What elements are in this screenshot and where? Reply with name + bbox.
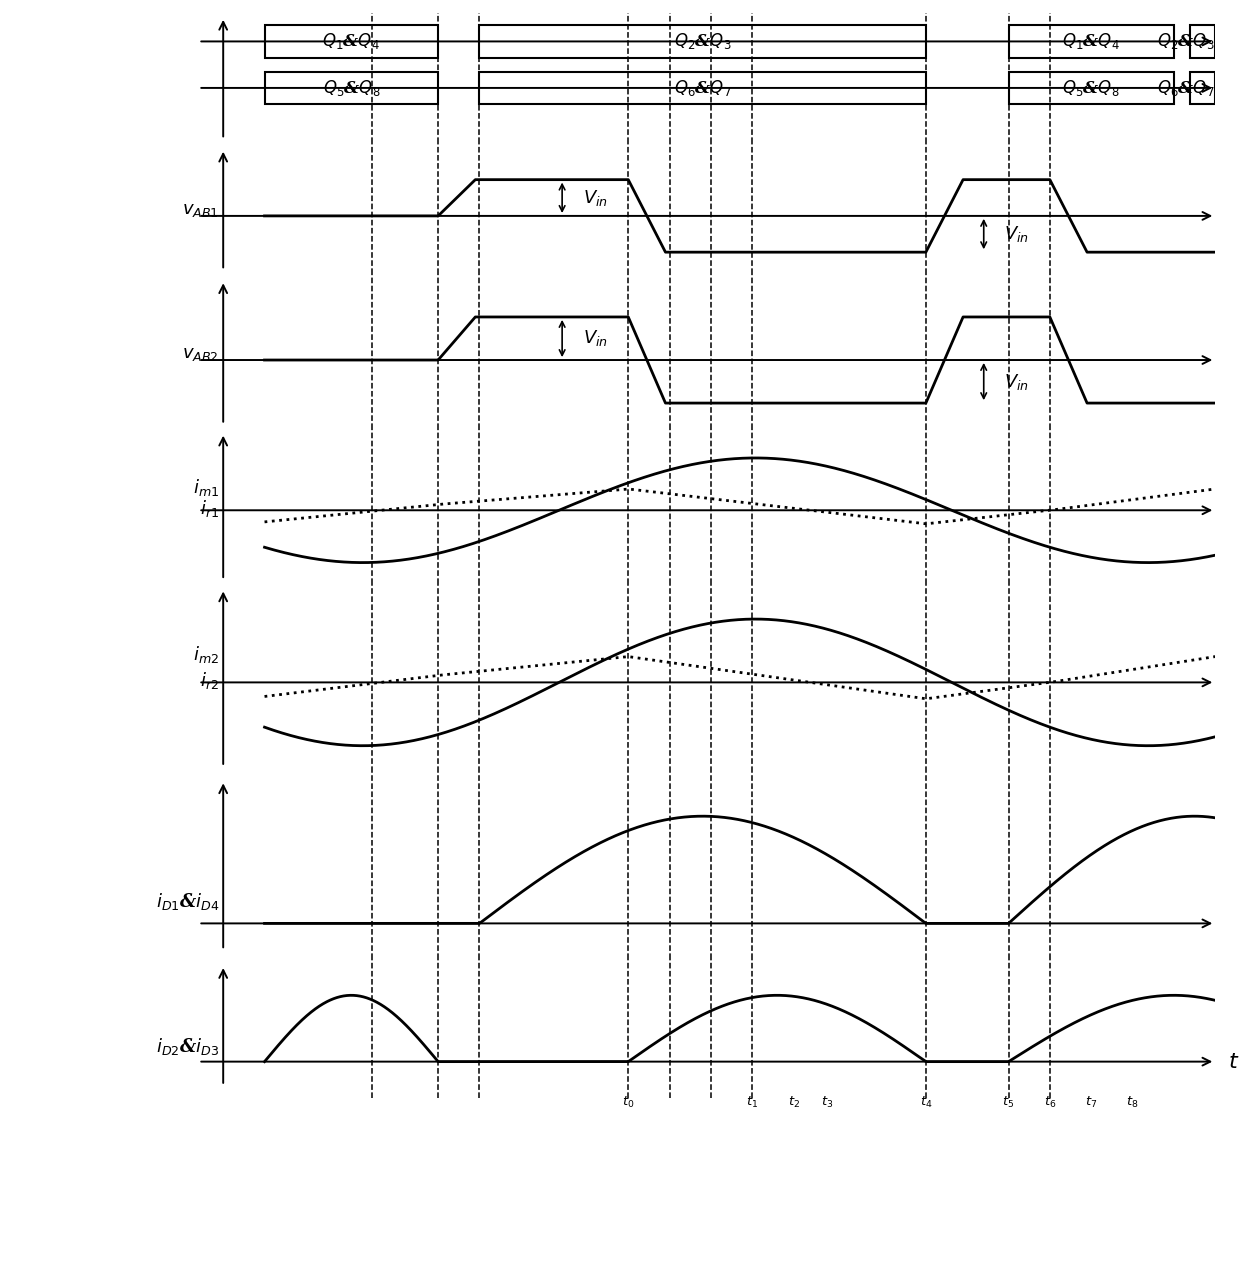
Text: $t_5$: $t_5$ [1002,1095,1014,1110]
Text: $i_{m1}$: $i_{m1}$ [193,477,219,497]
Text: $Q_2$&$Q_3$: $Q_2$&$Q_3$ [673,31,732,52]
Text: $Q_6$&$Q_7$: $Q_6$&$Q_7$ [1157,79,1215,98]
Text: $t_1$: $t_1$ [746,1095,759,1110]
Text: $i_{r1}$: $i_{r1}$ [200,498,219,519]
Bar [480,72,926,104]
Text: $Q_1$&$Q_4$: $Q_1$&$Q_4$ [1063,31,1120,52]
Bar [1190,72,1215,104]
Text: $Q_1$&$Q_4$: $Q_1$&$Q_4$ [322,31,381,52]
Bar [1190,26,1215,58]
Bar [480,26,926,58]
Text: $v_{AB2}$: $v_{AB2}$ [182,345,219,362]
Text: $i_{D2}$&$i_{D3}$: $i_{D2}$&$i_{D3}$ [156,1036,219,1057]
Text: $v_{AB1}$: $v_{AB1}$ [182,201,219,219]
Text: $t_2$: $t_2$ [787,1095,800,1110]
Text: $V_{in}$: $V_{in}$ [1004,371,1029,392]
Text: $t_4$: $t_4$ [920,1095,932,1110]
Text: $t_7$: $t_7$ [1085,1095,1097,1110]
Text: $t_0$: $t_0$ [622,1095,635,1110]
Text: $i_{m2}$: $i_{m2}$ [193,644,219,665]
Text: $V_{in}$: $V_{in}$ [583,188,608,207]
Text: $Q_5$&$Q_8$: $Q_5$&$Q_8$ [322,79,381,98]
Text: $Q_5$&$Q_8$: $Q_5$&$Q_8$ [1063,79,1120,98]
Text: $V_{in}$: $V_{in}$ [1004,224,1029,243]
Text: $Q_6$&$Q_7$: $Q_6$&$Q_7$ [673,79,732,98]
Bar [1008,26,1174,58]
Bar [1008,72,1174,104]
Text: $t_8$: $t_8$ [1126,1095,1138,1110]
Text: $t_6$: $t_6$ [1044,1095,1056,1110]
Text: $t$: $t$ [1228,1051,1239,1073]
Bar [264,72,438,104]
Bar [264,26,438,58]
Text: $i_{r2}$: $i_{r2}$ [200,670,219,690]
Text: $t_3$: $t_3$ [821,1095,833,1110]
Text: $i_{D1}$&$i_{D4}$: $i_{D1}$&$i_{D4}$ [156,890,219,912]
Text: $V_{in}$: $V_{in}$ [583,328,608,349]
Text: $Q_2$&$Q_3$: $Q_2$&$Q_3$ [1157,31,1215,52]
